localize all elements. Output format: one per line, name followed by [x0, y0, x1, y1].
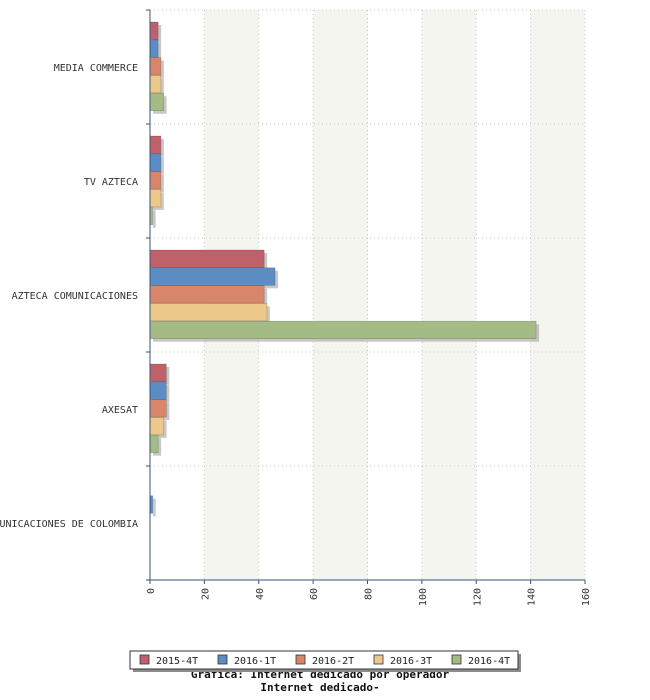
x-tick-label: 140 — [527, 588, 538, 606]
x-tick-label: 60 — [309, 588, 320, 600]
grid-band — [421, 10, 477, 580]
legend-label: 2015-4T — [156, 656, 198, 667]
bar — [149, 189, 162, 208]
bar — [149, 171, 162, 190]
bar — [149, 267, 276, 286]
legend-swatch — [139, 654, 150, 665]
legend-label: 2016-4T — [468, 656, 510, 667]
bar — [149, 303, 268, 322]
bar-shadow — [153, 498, 156, 517]
bar — [149, 135, 162, 154]
category-label: AZTECA COMUNICACIONES — [12, 291, 138, 302]
bar — [149, 21, 159, 40]
grid-band — [313, 10, 368, 580]
bar — [149, 285, 265, 304]
x-tick-label: 20 — [200, 588, 211, 600]
legend-label: 2016-2T — [312, 656, 354, 667]
legend-swatch — [373, 654, 384, 665]
category-label: MEDIA COMMERCE — [54, 63, 138, 74]
bar — [149, 39, 159, 58]
chart-subcaption: Internet dedicado- — [260, 681, 379, 694]
legend-swatch — [295, 654, 306, 665]
legend-label: 2016-1T — [234, 656, 276, 667]
grid-band — [530, 10, 585, 580]
bar — [149, 153, 162, 172]
bar — [149, 75, 162, 94]
x-tick-label: 100 — [418, 588, 429, 606]
bar — [149, 320, 537, 340]
x-tick-label: 0 — [146, 588, 157, 594]
bar — [149, 417, 164, 436]
bar — [149, 57, 162, 76]
x-tick-label: 40 — [255, 588, 266, 600]
legend-label: 2016-3T — [390, 656, 432, 667]
x-tick-label: 160 — [581, 588, 592, 606]
bar — [149, 363, 167, 382]
x-tick-label: 80 — [364, 588, 375, 600]
legend-swatch — [217, 654, 228, 665]
bar — [149, 434, 159, 454]
bar-shadow — [153, 210, 156, 228]
x-tick-label: 120 — [472, 588, 483, 606]
bar — [149, 249, 265, 268]
category-label: TV AZTECA — [84, 177, 138, 188]
category-label: COMUNICACIONES DE COLOMBIA — [0, 519, 138, 530]
bar — [149, 92, 164, 111]
bar — [149, 399, 167, 418]
category-label: AXESAT — [102, 405, 138, 416]
legend-swatch — [451, 654, 462, 665]
bar — [149, 381, 167, 400]
